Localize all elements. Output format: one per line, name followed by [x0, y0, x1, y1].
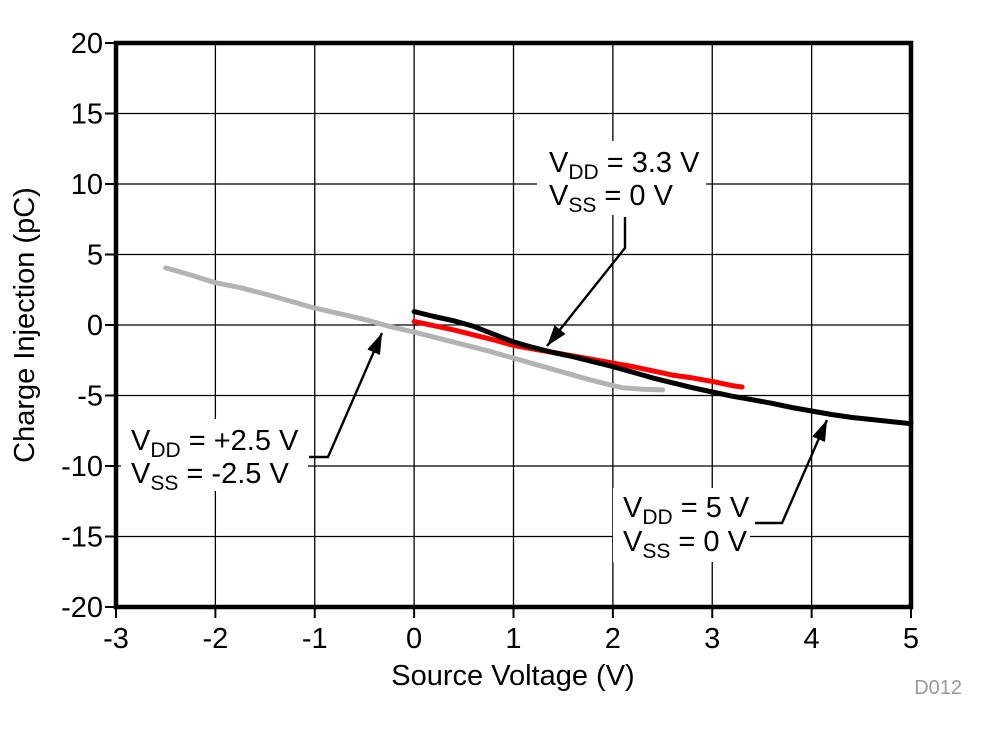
x-tick-label--3: -3: [103, 623, 129, 655]
x-tick-label-2: 2: [605, 623, 621, 655]
x-tick-label--2: -2: [202, 623, 228, 655]
annotation-3v3-line1: VDD = 3.3 V: [549, 147, 700, 184]
y-tick-label-20: 20: [71, 28, 103, 60]
x-tick-labels: -3 -2 -1 0 1 2 3 4 5: [103, 623, 919, 655]
x-axis-title: Source Voltage (V): [391, 660, 634, 692]
annotation-2v5-line1: VDD = +2.5 V: [131, 425, 299, 462]
annotation-5v-line2: VSS = 0 V: [623, 526, 748, 563]
y-tick-label-10: 10: [71, 169, 103, 201]
plot-frame: [113, 40, 914, 610]
annotation-arrow-2v5: [309, 332, 384, 459]
y-tick-label-0: 0: [87, 310, 103, 342]
gridlines: [116, 43, 911, 607]
annotation-backgrounds: [121, 141, 750, 562]
x-tick-label-3: 3: [704, 623, 720, 655]
annotation-bg-3v3: [537, 141, 706, 215]
y-tick-label-5: 5: [87, 240, 103, 272]
figure-code: D012: [914, 677, 962, 699]
x-tick-label-5: 5: [903, 623, 919, 655]
annotation-arrow-5v: [755, 419, 829, 525]
annotation-bg-5v: [613, 488, 750, 562]
axis-ticks: [105, 42, 912, 618]
x-tick-label-4: 4: [804, 623, 820, 655]
y-axis-title: Charge Injection (pC): [9, 187, 41, 463]
annotation-2v5-line2: VSS = -2.5 V: [131, 458, 289, 495]
y-tick-label-15: 15: [71, 99, 103, 131]
y-tick-label--10: -10: [61, 451, 103, 483]
y-tick-labels: 20 15 10 5 0 -5 -10 -15 -20: [61, 28, 103, 624]
x-tick-label--1: -1: [302, 623, 328, 655]
annotation-3v3-line2: VSS = 0 V: [549, 180, 674, 217]
curves: [163, 265, 914, 427]
annotation-vdd-2v5: VDD = +2.5 V VSS = -2.5 V: [131, 332, 384, 495]
y-tick-label--15: -15: [61, 522, 103, 554]
annotation-vdd-3v3: VDD = 3.3 V VSS = 0 V: [546, 147, 700, 347]
x-tick-label-0: 0: [406, 623, 422, 655]
curve-vdd-5: [411, 309, 914, 427]
annotation-vdd-5v: VDD = 5 V VSS = 0 V: [623, 419, 829, 563]
annotation-bg-2v5: [121, 419, 308, 491]
x-tick-label-1: 1: [505, 623, 521, 655]
annotation-arrow-3v3: [546, 217, 627, 347]
curve-vdd-2p5: [163, 265, 666, 393]
y-tick-label--5: -5: [77, 381, 103, 413]
annotation-5v-line1: VDD = 5 V: [623, 492, 750, 529]
y-tick-label--20: -20: [61, 592, 103, 624]
